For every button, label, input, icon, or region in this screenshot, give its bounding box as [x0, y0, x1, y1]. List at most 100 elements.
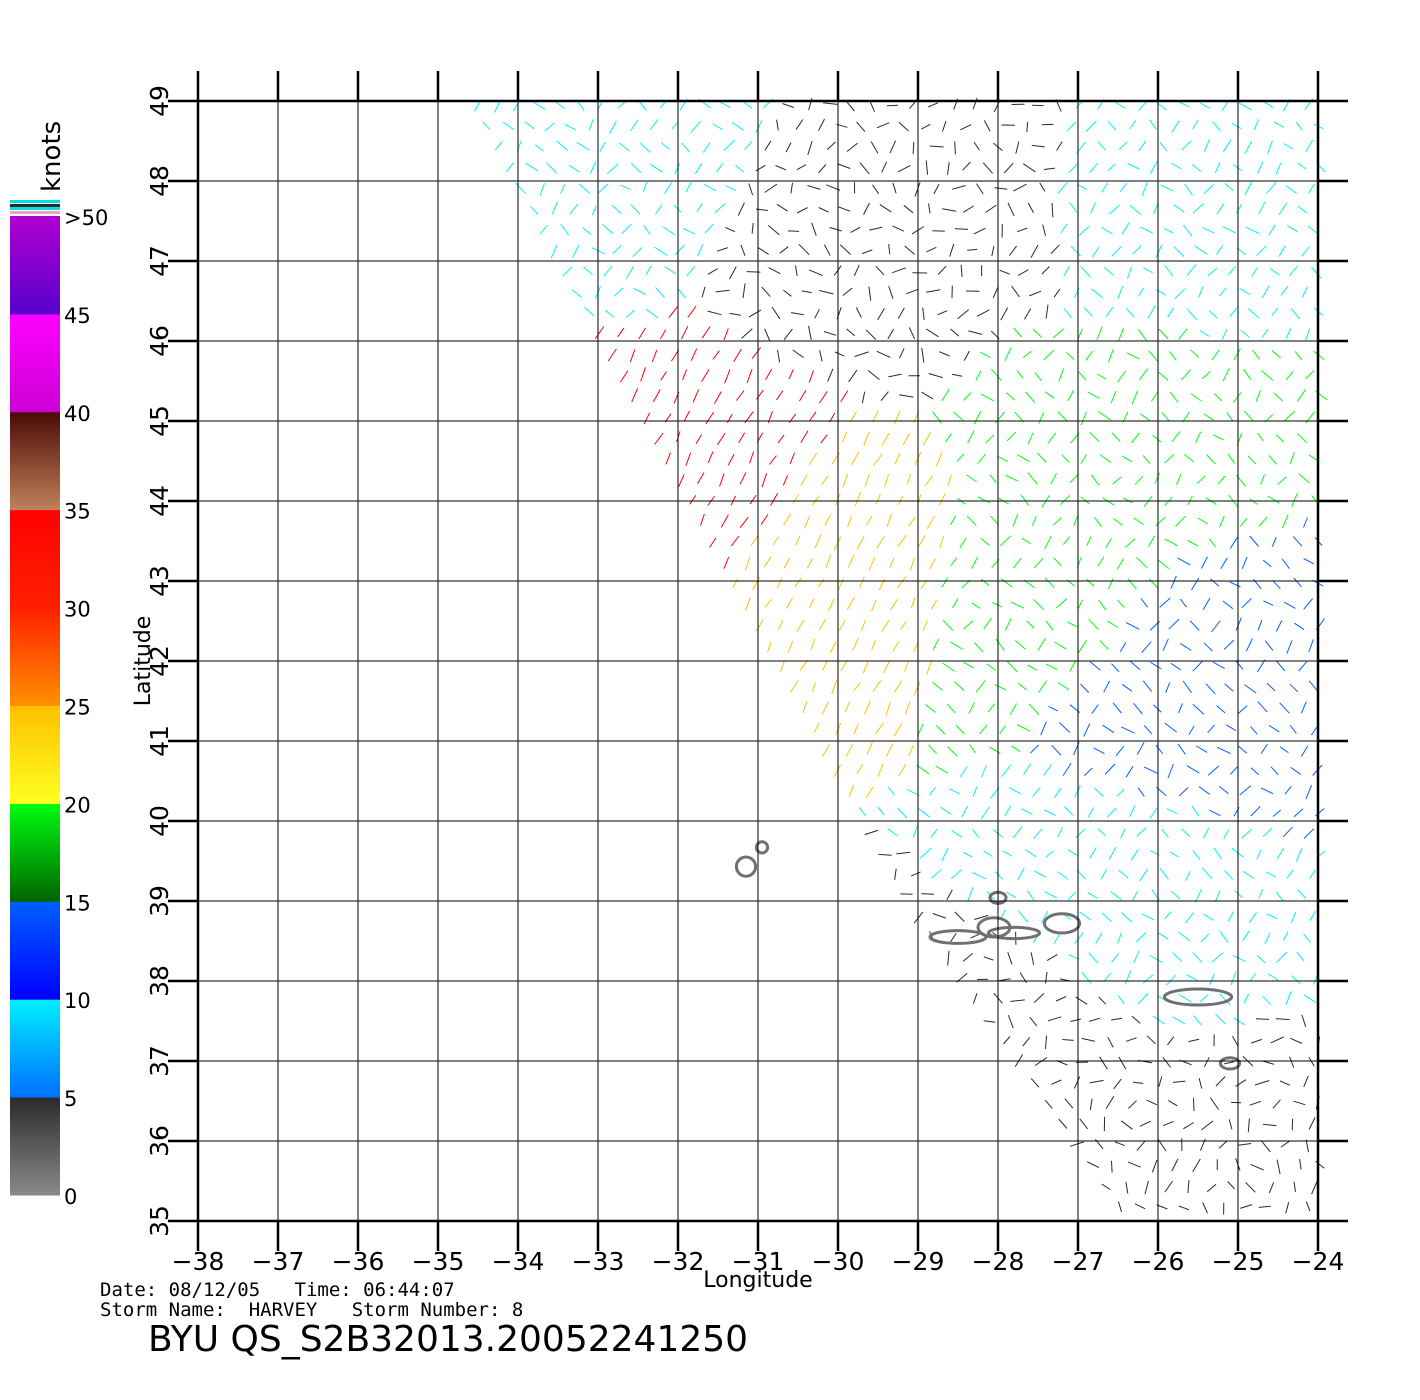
wind-vector	[715, 289, 730, 293]
wind-vector	[1278, 203, 1288, 216]
wind-vector	[1103, 680, 1110, 693]
wind-vector	[1291, 975, 1301, 985]
wind-vector	[1030, 244, 1039, 258]
wind-vector	[840, 390, 849, 403]
wind-vector	[1069, 202, 1078, 213]
wind-vector	[1290, 1037, 1303, 1044]
wind-vector	[983, 850, 993, 857]
wind-vector	[1166, 808, 1178, 815]
wind-vector	[1262, 827, 1273, 838]
wind-vector	[1271, 307, 1279, 317]
wind-vector	[588, 119, 594, 131]
wind-vector	[1032, 328, 1043, 338]
colorbar-band	[10, 803, 60, 902]
wind-vector	[904, 245, 915, 255]
wind-vector	[893, 410, 901, 425]
wind-vector	[994, 684, 1007, 691]
wind-vector	[827, 598, 835, 612]
wind-vector	[887, 328, 895, 340]
wind-vector	[1230, 766, 1238, 775]
wind-vector	[1268, 455, 1277, 465]
wind-vector	[1125, 622, 1140, 630]
wind-vector	[1016, 454, 1030, 463]
wind-vector	[1060, 223, 1068, 234]
wind-vector	[640, 367, 646, 382]
wind-vector	[897, 164, 911, 173]
wind-vector	[839, 244, 851, 255]
wind-vector	[963, 392, 972, 401]
wind-vector	[1004, 618, 1012, 631]
wind-vector	[1261, 370, 1274, 381]
wind-vector	[560, 184, 566, 195]
wind-vector	[1140, 413, 1150, 422]
wind-vector	[677, 288, 687, 299]
wind-vector	[1201, 1120, 1214, 1131]
wind-vector	[1308, 1117, 1316, 1130]
wind-vector	[850, 226, 861, 233]
wind-vector	[1206, 454, 1216, 465]
wind-vector	[1012, 513, 1019, 528]
wind-vector	[807, 140, 813, 156]
wind-vector	[1124, 538, 1136, 548]
wind-vector	[1168, 1099, 1178, 1107]
wind-vector	[937, 310, 948, 316]
wind-vector	[854, 351, 869, 357]
wind-vector	[1257, 432, 1264, 442]
wind-vector	[1125, 766, 1134, 778]
wind-vector	[847, 515, 853, 527]
wind-vector	[940, 806, 952, 815]
wind-vector	[730, 535, 740, 547]
wind-vector	[1245, 638, 1253, 652]
wind-vector	[1158, 932, 1169, 940]
wind-vector	[888, 244, 891, 255]
wind-vector	[985, 204, 997, 213]
wind-vector	[1029, 290, 1042, 297]
wind-vector	[1192, 1158, 1201, 1173]
wind-vector	[977, 496, 991, 504]
wind-vector	[1178, 328, 1188, 340]
wind-vector	[1279, 1080, 1291, 1086]
wind-vector	[846, 328, 856, 337]
wind-vector	[1202, 827, 1210, 839]
wind-vector	[1133, 950, 1140, 964]
wind-vector	[1289, 1056, 1295, 1068]
wind-vector	[928, 203, 931, 214]
wind-vector	[1053, 288, 1061, 298]
wind-vector	[1044, 1099, 1053, 1109]
wind-vector	[989, 746, 1001, 755]
wind-vector	[534, 144, 544, 152]
wind-vector	[1184, 454, 1195, 463]
island-outline	[754, 840, 770, 855]
wind-vector	[1260, 474, 1265, 485]
wind-vector	[1038, 680, 1048, 693]
plot-frame	[196, 99, 1320, 1223]
wind-vector	[1027, 472, 1038, 485]
wind-vector	[1136, 557, 1148, 569]
wind-vector	[1293, 577, 1302, 588]
wind-vector	[811, 682, 817, 693]
wind-vector	[867, 370, 880, 380]
wind-vector	[1212, 434, 1225, 441]
wind-vector	[1111, 1160, 1113, 1173]
wind-vector	[947, 950, 950, 966]
wind-vector	[755, 164, 766, 172]
colorbar-tick-label: 25	[64, 696, 91, 720]
wind-vector	[723, 140, 735, 151]
wind-vector	[1118, 1201, 1122, 1213]
wind-vector	[894, 452, 901, 465]
wind-vector	[825, 554, 832, 569]
wind-vector	[935, 725, 946, 735]
wind-vector	[1117, 285, 1124, 299]
wind-vector	[1275, 162, 1282, 175]
wind-vector	[908, 744, 915, 757]
wind-vector	[811, 495, 820, 506]
wind-vector	[1238, 746, 1248, 754]
wind-vector	[1261, 329, 1269, 338]
wind-vector	[1282, 826, 1293, 838]
wind-vector	[713, 391, 722, 404]
wind-vector	[1097, 411, 1111, 421]
wind-vector	[1182, 680, 1192, 693]
wind-vector	[1159, 867, 1169, 880]
wind-vector	[866, 742, 873, 755]
wind-vector	[786, 597, 794, 609]
